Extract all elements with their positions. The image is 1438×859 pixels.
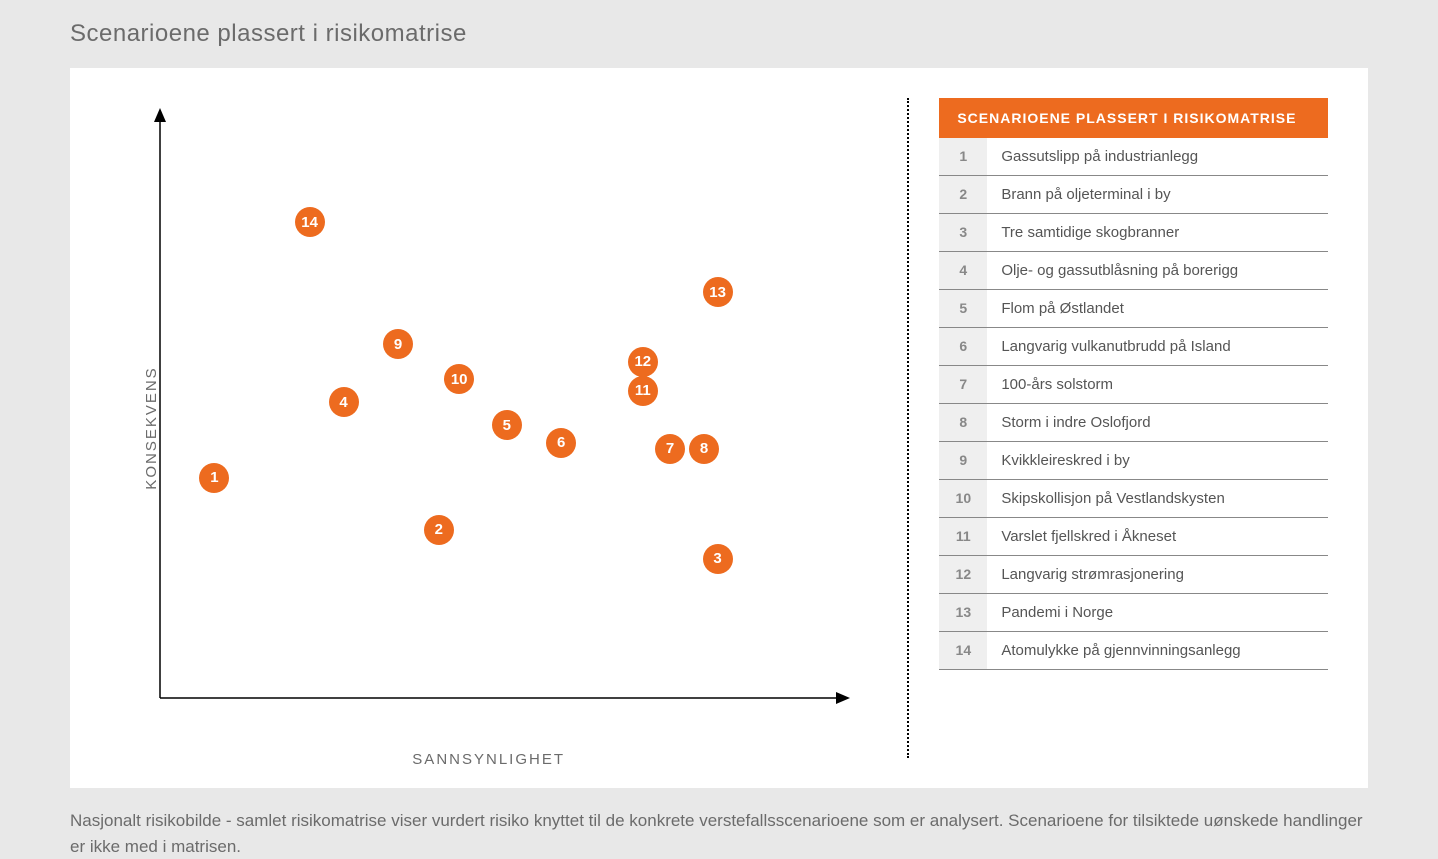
legend-row: 10Skipskollisjon på Vestlandskysten xyxy=(939,480,1328,518)
legend-row: 1Gassutslipp på industrianlegg xyxy=(939,138,1328,176)
legend-row-num: 2 xyxy=(939,176,987,213)
legend-row-label: Olje- og gassutblåsning på borerigg xyxy=(987,252,1252,289)
legend-row: 7100-års solstorm xyxy=(939,366,1328,404)
risk-matrix-chart: KONSEKVENS 1234567891011121314 SANNSYNLI… xyxy=(100,98,877,758)
legend-table: SCENARIOENE PLASSERT I RISIKOMATRISE 1Ga… xyxy=(939,98,1328,758)
scatter-point: 13 xyxy=(703,277,733,307)
legend-row: 6Langvarig vulkanutbrudd på Island xyxy=(939,328,1328,366)
legend-row-label: Kvikkleireskred i by xyxy=(987,442,1143,479)
legend-row-label: 100-års solstorm xyxy=(987,366,1127,403)
legend-row-label: Langvarig strømrasjonering xyxy=(987,556,1198,593)
chart-panel: KONSEKVENS 1234567891011121314 SANNSYNLI… xyxy=(70,68,1368,788)
scatter-point: 7 xyxy=(655,434,685,464)
legend-row: 13Pandemi i Norge xyxy=(939,594,1328,632)
legend-row: 3Tre samtidige skogbranner xyxy=(939,214,1328,252)
scatter-point: 3 xyxy=(703,544,733,574)
scatter-point: 5 xyxy=(492,410,522,440)
plot-area: 1234567891011121314 xyxy=(150,108,850,708)
legend-row-label: Flom på Østlandet xyxy=(987,290,1138,327)
scatter-point: 11 xyxy=(628,376,658,406)
legend-row-num: 11 xyxy=(939,518,987,555)
legend-row-num: 3 xyxy=(939,214,987,251)
legend-row: 11Varslet fjellskred i Åkneset xyxy=(939,518,1328,556)
legend-row-label: Gassutslipp på industrianlegg xyxy=(987,138,1212,175)
legend-row-num: 14 xyxy=(939,632,987,669)
legend-row: 9Kvikkleireskred i by xyxy=(939,442,1328,480)
legend-row: 5Flom på Østlandet xyxy=(939,290,1328,328)
legend-row-num: 9 xyxy=(939,442,987,479)
legend-row-label: Storm i indre Oslofjord xyxy=(987,404,1164,441)
scatter-point: 6 xyxy=(546,428,576,458)
legend-row: 12Langvarig strømrasjonering xyxy=(939,556,1328,594)
vertical-divider xyxy=(907,98,909,758)
scatter-point: 10 xyxy=(444,364,474,394)
legend-row-label: Brann på oljeterminal i by xyxy=(987,176,1184,213)
legend-row: 14Atomulykke på gjennvinningsanlegg xyxy=(939,632,1328,670)
legend-row: 8Storm i indre Oslofjord xyxy=(939,404,1328,442)
legend-row-num: 10 xyxy=(939,480,987,517)
legend-row: 4Olje- og gassutblåsning på borerigg xyxy=(939,252,1328,290)
scatter-point: 9 xyxy=(383,329,413,359)
x-axis-label: SANNSYNLIGHET xyxy=(412,751,565,768)
legend-row-num: 4 xyxy=(939,252,987,289)
axes xyxy=(150,108,850,708)
legend-row-label: Langvarig vulkanutbrudd på Island xyxy=(987,328,1244,365)
scatter-point: 1 xyxy=(199,463,229,493)
legend-row-num: 12 xyxy=(939,556,987,593)
legend-row-num: 5 xyxy=(939,290,987,327)
legend-row-label: Atomulykke på gjennvinningsanlegg xyxy=(987,632,1254,669)
legend-body: 1Gassutslipp på industrianlegg2Brann på … xyxy=(939,138,1328,670)
legend-row: 2Brann på oljeterminal i by xyxy=(939,176,1328,214)
legend-row-label: Tre samtidige skogbranner xyxy=(987,214,1193,251)
scatter-point: 12 xyxy=(628,347,658,377)
legend-row-num: 6 xyxy=(939,328,987,365)
page-title: Scenarioene plassert i risikomatrise xyxy=(70,20,1368,48)
legend-header: SCENARIOENE PLASSERT I RISIKOMATRISE xyxy=(939,98,1328,138)
scatter-point: 14 xyxy=(295,207,325,237)
scatter-point: 2 xyxy=(424,515,454,545)
legend-row-num: 13 xyxy=(939,594,987,631)
caption: Nasjonalt risikobilde - samlet risikomat… xyxy=(70,808,1368,859)
legend-row-num: 1 xyxy=(939,138,987,175)
legend-row-label: Pandemi i Norge xyxy=(987,594,1127,631)
legend-row-num: 8 xyxy=(939,404,987,441)
legend-row-label: Skipskollisjon på Vestlandskysten xyxy=(987,480,1238,517)
legend-row-label: Varslet fjellskred i Åkneset xyxy=(987,518,1190,555)
scatter-point: 8 xyxy=(689,434,719,464)
legend-row-num: 7 xyxy=(939,366,987,403)
scatter-point: 4 xyxy=(329,387,359,417)
